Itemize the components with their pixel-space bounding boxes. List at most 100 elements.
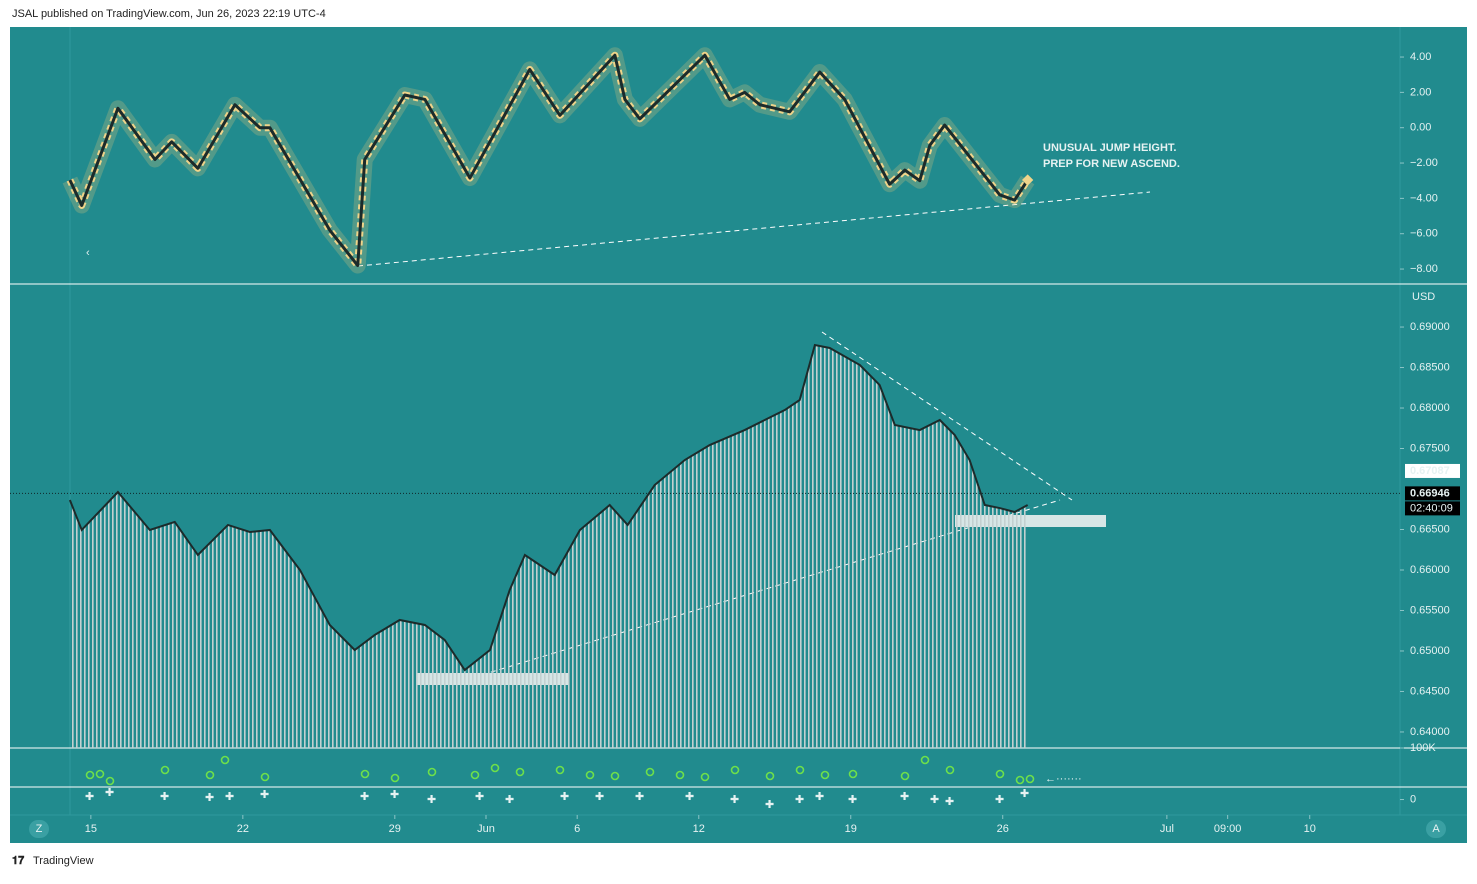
- zoom-button[interactable]: [29, 820, 49, 838]
- x-tick-label: 26: [997, 823, 1009, 835]
- x-tick-label: 15: [85, 823, 97, 835]
- series-line: [68, 53, 1029, 268]
- signal-circle: [95, 769, 105, 779]
- y-tick-label: −6.00: [1410, 228, 1438, 240]
- annotation: UNUSUAL JUMP HEIGHT.: [1043, 142, 1176, 154]
- signal-cross: ✚: [160, 791, 169, 803]
- y-tick-label: −2.00: [1410, 157, 1438, 169]
- x-tick-label: 19: [845, 823, 857, 835]
- signal-cross: ✚: [560, 791, 569, 803]
- signal-cross: ✚: [225, 791, 234, 803]
- brand-logo: 𝟏𝟕: [12, 855, 25, 867]
- signal-cross: ✚: [360, 791, 369, 803]
- x-tick-label: 12: [693, 823, 705, 835]
- signal-circle: [700, 772, 710, 782]
- y-tick-label: 2.00: [1410, 86, 1431, 98]
- trend-line: [357, 191, 1151, 267]
- collapse-arrow[interactable]: ‹: [86, 247, 90, 259]
- signal-dots: ✚ ✚ ✚ ✚ ✚ ✚ ✚ ✚ ✚ ✚ ✚ ✚ ✚ ✚ ✚ ✚ ✚ ✚ ✚ ✚ ✚ ✚ ✚ ✚ ✚: [85, 755, 1035, 811]
- signal-cross: ✚: [390, 789, 399, 801]
- y-tick-label: 100K: [1410, 742, 1436, 754]
- signal-circle: [390, 773, 400, 783]
- y-tick-label: 0.68500: [1410, 361, 1450, 373]
- signal-circle: [585, 770, 595, 780]
- pointer-arrow: ←·······: [1045, 773, 1082, 785]
- auto-button[interactable]: [1426, 820, 1446, 838]
- countdown-badge: [1405, 501, 1460, 516]
- signal-cross: ✚: [427, 794, 436, 806]
- y-tick-label: 0.67500: [1410, 442, 1450, 454]
- signal-cross: ✚: [1020, 788, 1029, 800]
- header-title: JSAL published on TradingView.com, Jun 2…: [12, 8, 326, 20]
- x-tick-label: Jul: [1160, 823, 1174, 835]
- y-tick-label: 0.66000: [1410, 564, 1450, 576]
- signal-circle: [1015, 775, 1025, 785]
- y-tick-label: −8.00: [1410, 263, 1438, 275]
- signal-circle: [515, 767, 525, 777]
- zoom-button-label: Z: [36, 823, 43, 835]
- price-badge-label: 0.67087: [1410, 465, 1450, 477]
- signal-circle: [490, 763, 500, 773]
- signal-circle: [105, 776, 115, 786]
- signal-cross: ✚: [815, 791, 824, 803]
- price-area: [69, 345, 1028, 748]
- signal-circle: [470, 770, 480, 780]
- y-tick-label: 0.65000: [1410, 645, 1450, 657]
- signal-cross: ✚: [900, 791, 909, 803]
- signal-cross: ✚: [85, 791, 94, 803]
- signal-circle: [765, 771, 775, 781]
- countdown: 02:40:09: [1410, 502, 1453, 514]
- currency-label: USD: [1412, 291, 1435, 303]
- footer-brand: TradingView: [33, 855, 94, 867]
- signal-circle: [260, 772, 270, 782]
- annotation: PREP FOR NEW ASCEND.: [1043, 158, 1180, 170]
- signal-cross: ✚: [730, 794, 739, 806]
- price-badge: [1405, 486, 1460, 501]
- x-tick-label: 29: [389, 823, 401, 835]
- signal-cross: ✚: [945, 796, 954, 808]
- signal-circle: [645, 767, 655, 777]
- x-tick-label: 6: [574, 823, 580, 835]
- price-badge-label: 0.66946: [1410, 487, 1450, 499]
- signal-cross: ✚: [105, 787, 114, 799]
- signal-circle: [610, 771, 620, 781]
- signal-cross: ✚: [765, 799, 774, 811]
- signal-circle: [920, 755, 930, 765]
- signal-circle: [945, 765, 955, 775]
- y-tick-label: 0.65500: [1410, 604, 1450, 616]
- signal-circle: [160, 765, 170, 775]
- y-tick-label: −4.00: [1410, 192, 1438, 204]
- y-tick-label: 0.64500: [1410, 685, 1450, 697]
- signal-cross: ✚: [930, 794, 939, 806]
- signal-cross: ✚: [260, 789, 269, 801]
- y-tick-label: 0.68000: [1410, 402, 1450, 414]
- signal-cross: ✚: [848, 794, 857, 806]
- signal-circle: [675, 770, 685, 780]
- x-tick-label: 09:00: [1214, 823, 1242, 835]
- signal-cross: ✚: [475, 791, 484, 803]
- y-tick-label: 0.00: [1410, 122, 1431, 134]
- signal-circle: [995, 769, 1005, 779]
- signal-cross: ✚: [795, 794, 804, 806]
- auto-button-label: A: [1432, 823, 1440, 835]
- signal-circle: [360, 769, 370, 779]
- signal-cross: ✚: [205, 792, 214, 804]
- x-tick-label: Jun: [477, 823, 495, 835]
- signal-cross: ✚: [505, 794, 514, 806]
- signal-circle: [205, 770, 215, 780]
- price-badge: [1405, 463, 1460, 478]
- y-tick-label: 0.66500: [1410, 523, 1450, 535]
- signal-circle: [1025, 774, 1035, 784]
- signal-cross: ✚: [635, 791, 644, 803]
- y-tick-label: 0: [1410, 793, 1416, 805]
- signal-circle: [555, 765, 565, 775]
- signal-circle: [85, 770, 95, 780]
- signal-cross: ✚: [595, 791, 604, 803]
- y-tick-label: 0.64000: [1410, 726, 1450, 738]
- signal-cross: ✚: [995, 794, 1004, 806]
- y-tick-label: 4.00: [1410, 51, 1431, 63]
- signal-circle: [730, 765, 740, 775]
- x-tick-label: 22: [237, 823, 249, 835]
